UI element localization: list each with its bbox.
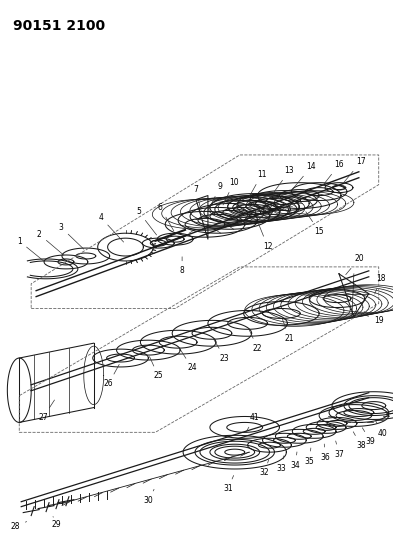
Text: 22: 22	[249, 329, 262, 353]
Text: 32: 32	[260, 460, 269, 478]
Text: 15: 15	[306, 212, 324, 236]
Text: 33: 33	[277, 456, 286, 473]
Text: 34: 34	[290, 452, 300, 470]
Text: 24: 24	[180, 349, 197, 373]
Text: 41: 41	[246, 413, 259, 432]
Text: 27: 27	[38, 400, 54, 422]
Text: 39: 39	[362, 428, 375, 446]
Text: 23: 23	[213, 338, 230, 362]
Text: 30: 30	[143, 489, 154, 505]
Text: 11: 11	[249, 170, 266, 197]
Text: 29: 29	[51, 516, 61, 529]
Text: 4: 4	[98, 213, 124, 242]
Text: 5: 5	[136, 207, 156, 235]
Text: 1: 1	[17, 237, 44, 261]
Text: 90151 2100: 90151 2100	[13, 19, 106, 33]
Text: 10: 10	[223, 178, 238, 205]
Text: 37: 37	[334, 441, 344, 458]
Text: 40: 40	[375, 420, 388, 438]
Text: 7: 7	[193, 185, 201, 212]
Text: 36: 36	[320, 444, 330, 462]
Text: 25: 25	[149, 357, 163, 381]
Text: 2: 2	[37, 230, 64, 255]
Text: 17: 17	[344, 157, 366, 182]
Text: 19: 19	[357, 311, 383, 325]
Text: 18: 18	[375, 274, 385, 294]
Text: 8: 8	[180, 257, 184, 276]
Text: 21: 21	[282, 319, 294, 343]
Text: 6: 6	[158, 203, 174, 231]
Text: 38: 38	[353, 432, 366, 450]
Text: 16: 16	[323, 160, 344, 185]
Text: 3: 3	[59, 223, 84, 249]
Text: 9: 9	[209, 182, 222, 209]
Text: 28: 28	[11, 522, 27, 531]
Text: 12: 12	[258, 224, 272, 251]
Text: 14: 14	[293, 163, 316, 189]
Text: 20: 20	[346, 254, 364, 274]
Text: 13: 13	[273, 166, 294, 193]
Text: 35: 35	[304, 448, 314, 465]
Text: 26: 26	[104, 365, 119, 389]
Text: 31: 31	[223, 475, 234, 494]
